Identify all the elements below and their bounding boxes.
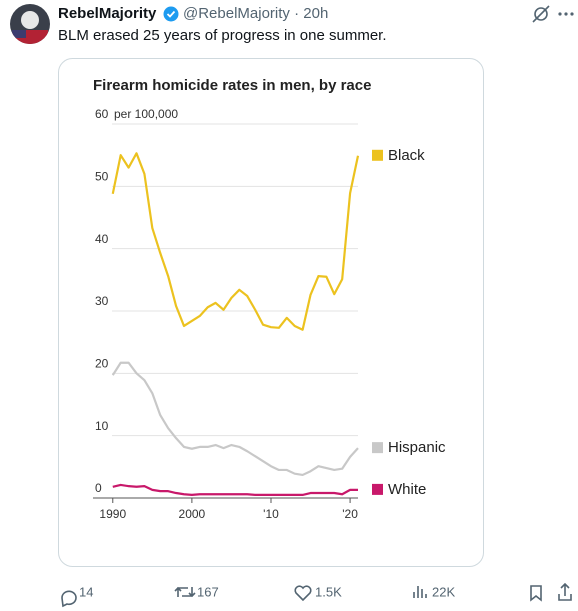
legend-label: Black bbox=[388, 147, 425, 164]
bookmark-icon[interactable] bbox=[530, 585, 542, 602]
views-icon[interactable] bbox=[413, 586, 427, 598]
view-count[interactable]: 22K bbox=[432, 584, 455, 599]
x-tick-label: 1990 bbox=[99, 507, 126, 521]
y-tick-label: 20 bbox=[95, 357, 109, 371]
legend-swatch bbox=[372, 442, 383, 454]
share-icon[interactable] bbox=[558, 582, 572, 601]
y-tick-label: 30 bbox=[95, 294, 109, 308]
y-tick-label: 0 bbox=[95, 481, 102, 495]
y-tick-label: 40 bbox=[95, 232, 109, 246]
more-icon[interactable] bbox=[558, 12, 574, 16]
retweet-icon[interactable] bbox=[174, 586, 196, 598]
legend-swatch bbox=[372, 149, 383, 161]
y-tick-label: 50 bbox=[95, 170, 109, 184]
series-line bbox=[111, 361, 359, 477]
tweet-text: BLM erased 25 years of progress in one s… bbox=[58, 27, 387, 44]
reply-icon[interactable] bbox=[61, 590, 77, 608]
legend-label: White bbox=[388, 481, 426, 498]
legend-swatch bbox=[372, 483, 383, 495]
y-unit: per 100,000 bbox=[114, 107, 178, 121]
series-line bbox=[111, 152, 360, 331]
plot: 0 10 20 30 40 50 60 1990 2000 '10 '20 Black Hispanic… bbox=[93, 107, 446, 521]
media-card[interactable] bbox=[58, 58, 484, 567]
x-tick-label: '10 bbox=[263, 507, 279, 521]
reply-count[interactable]: 14 bbox=[79, 584, 93, 599]
handle-time[interactable]: @RebelMajority · 20h bbox=[183, 5, 328, 22]
avatar[interactable] bbox=[10, 4, 50, 44]
chart-title: Firearm homicide rates in men, by race bbox=[93, 77, 371, 94]
legend-label: Hispanic bbox=[388, 439, 446, 456]
x-tick-label: '20 bbox=[342, 507, 358, 521]
y-tick-label: 60 bbox=[95, 107, 109, 121]
like-icon[interactable] bbox=[294, 585, 312, 602]
x-tick-label: 2000 bbox=[179, 507, 206, 521]
author-name[interactable]: RebelMajority bbox=[58, 5, 157, 22]
series-line bbox=[112, 483, 358, 496]
like-count[interactable]: 1.5K bbox=[315, 584, 342, 599]
y-tick-label: 10 bbox=[95, 419, 109, 433]
grok-icon[interactable] bbox=[532, 5, 550, 23]
retweet-count[interactable]: 167 bbox=[197, 584, 219, 599]
verified-badge bbox=[163, 6, 179, 22]
